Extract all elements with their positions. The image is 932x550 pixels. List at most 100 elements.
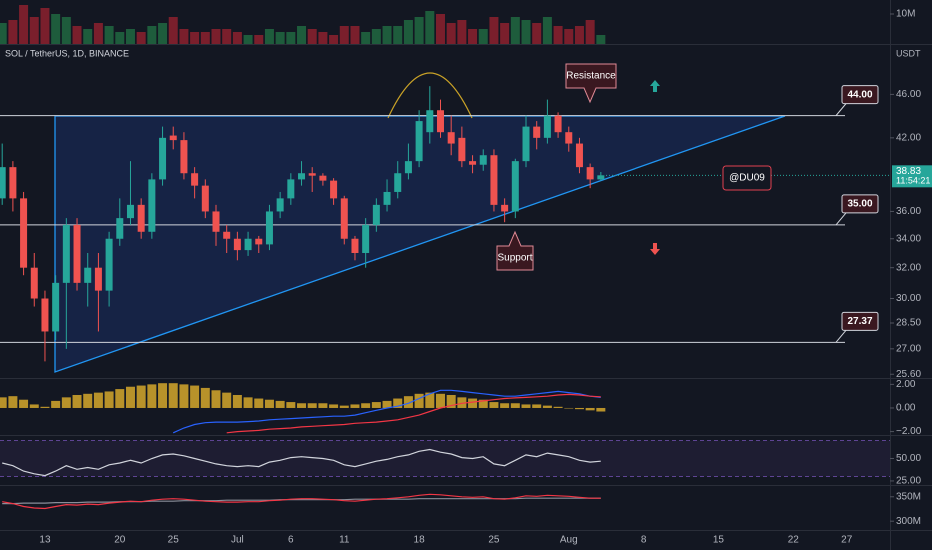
x-tick-label: 6 <box>288 535 294 546</box>
volume-bar <box>574 26 584 44</box>
macd-histogram-bar <box>585 407 595 411</box>
macd-histogram-bar <box>457 397 467 408</box>
volume-bar <box>542 17 552 44</box>
volume-bar <box>489 17 499 44</box>
macd-histogram-bar <box>83 393 93 408</box>
candle-body <box>298 173 306 180</box>
candle-body <box>180 140 188 174</box>
macd-histogram-bar <box>329 404 339 408</box>
macd-histogram-bar <box>115 389 125 408</box>
support-label: Support <box>497 253 532 264</box>
macd-histogram-bar <box>40 406 50 408</box>
candle-body <box>116 218 124 239</box>
macd-histogram-bar <box>19 399 29 408</box>
candle-body <box>308 173 316 176</box>
candle-body <box>62 224 70 283</box>
macd-histogram-bar <box>243 397 253 408</box>
last-price-label: 38.83 <box>896 166 921 177</box>
candle-body <box>105 238 113 291</box>
candle-body <box>244 238 252 251</box>
macd-histogram-bar <box>361 403 371 408</box>
macd-histogram-bar <box>136 385 146 408</box>
macd-histogram-bar <box>371 402 381 408</box>
y-tick-label: 32.00 <box>896 262 921 273</box>
volume-bar <box>29 17 39 44</box>
macd-histogram-bar <box>147 384 157 408</box>
volume-bar <box>168 17 178 44</box>
volume-bar <box>211 29 221 44</box>
volume-bar <box>393 26 403 44</box>
candle-body <box>597 175 605 180</box>
candle-body <box>415 121 423 162</box>
macd-histogram-bar <box>125 386 135 408</box>
volume-bar <box>243 35 253 44</box>
macd-histogram-bar <box>532 404 542 408</box>
volume-bar <box>200 32 210 44</box>
volume-bar <box>40 8 50 44</box>
macd-histogram-bar <box>542 405 552 408</box>
candle-body <box>447 132 455 144</box>
volume-bar <box>297 26 307 44</box>
macd-histogram-bar <box>478 399 488 408</box>
candle-body <box>575 143 583 168</box>
arc-drawing <box>387 72 473 119</box>
volume-bar <box>179 29 189 44</box>
volume-bar <box>0 23 7 44</box>
y-tick-label: 42.00 <box>896 132 921 143</box>
candle-body <box>191 173 199 186</box>
up-arrow <box>650 80 660 92</box>
volume-bar <box>435 14 445 44</box>
macd-histogram-bar <box>564 407 574 409</box>
candle-body <box>394 173 402 192</box>
macd-histogram-bar <box>222 392 232 408</box>
y-tick-label: 25.00 <box>896 476 921 487</box>
volume-bar <box>371 29 381 44</box>
candle-body <box>501 204 509 212</box>
level-box <box>841 194 879 214</box>
volume-bar <box>19 5 29 44</box>
macd-histogram-bar <box>403 396 413 408</box>
candle-body <box>565 132 573 144</box>
candle-body <box>159 137 167 180</box>
volume-bar <box>136 32 146 44</box>
x-tick-label: 15 <box>713 535 725 546</box>
volume-bar <box>339 26 349 44</box>
x-tick-label: 13 <box>39 535 51 546</box>
y-tick-label: 300M <box>896 516 921 527</box>
macd-histogram-bar <box>435 393 445 408</box>
macd-histogram-bar <box>446 394 456 408</box>
x-tick-label: 25 <box>488 535 500 546</box>
candle-body <box>330 180 338 199</box>
macd-histogram-bar <box>339 405 349 408</box>
macd-histogram-bar <box>93 392 103 408</box>
candle-body <box>148 179 156 232</box>
candle-body <box>223 231 231 239</box>
candle-body <box>9 167 17 199</box>
candle-body <box>20 198 28 268</box>
x-tick-label: 8 <box>641 535 647 546</box>
level-box <box>841 311 879 331</box>
candle-body <box>511 161 519 212</box>
last-price-box <box>892 165 932 188</box>
y-tick-label: 2.00 <box>896 379 916 390</box>
candle-body <box>522 126 530 162</box>
volume-bar <box>532 23 542 44</box>
volume-bar <box>350 26 360 44</box>
y-tick-label: 50.00 <box>896 453 921 464</box>
indicator-line <box>2 493 601 510</box>
level-connector <box>835 330 847 343</box>
macd-histogram-bar <box>179 384 189 408</box>
macd-histogram-bar <box>393 398 403 408</box>
x-tick-label: 22 <box>788 535 800 546</box>
candle-body <box>458 137 466 162</box>
volume-bar <box>72 26 82 44</box>
y-tick-label: 46.00 <box>896 89 921 100</box>
volume-bar <box>521 20 531 44</box>
volume-bar <box>286 32 296 44</box>
candle-body <box>543 115 551 138</box>
y-tick-label: 350M <box>896 491 921 502</box>
macd-histogram-bar <box>489 402 499 408</box>
candle-body <box>340 198 348 239</box>
volume-bar <box>104 26 114 44</box>
x-tick-label: 20 <box>114 535 126 546</box>
